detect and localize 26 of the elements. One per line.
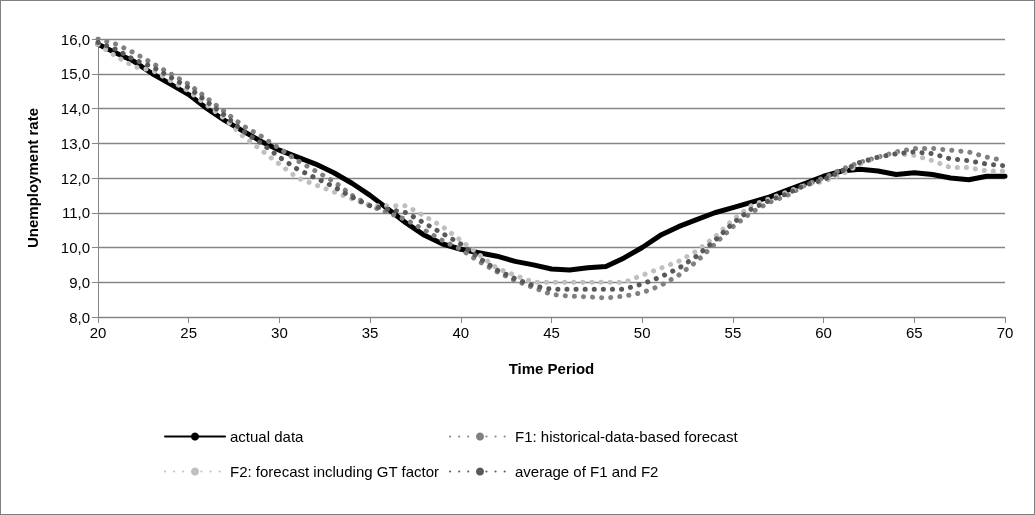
x-tick-label: 40	[452, 324, 470, 341]
x-tick-label: 50	[633, 324, 651, 341]
x-tick-label: 65	[905, 324, 923, 341]
y-tick-label: 13,0	[60, 134, 90, 152]
y-axis-title: Unemployment rate	[24, 107, 41, 249]
y-tick-label: 15,0	[60, 65, 90, 83]
y-tick-label: 8,0	[69, 308, 90, 326]
x-tick-label: 70	[996, 324, 1014, 341]
y-tick-label: 16,0	[60, 30, 90, 48]
y-tick-label: 12,0	[60, 169, 90, 187]
x-tick-label: 55	[724, 324, 742, 341]
x-tick-label: 20	[89, 324, 107, 341]
y-tick-label: 9,0	[69, 273, 90, 291]
legend-label: average of F1 and F2	[515, 463, 659, 480]
x-tick-label: 45	[543, 324, 560, 341]
x-axis-title: Time Period	[508, 360, 595, 377]
legend-label: actual data	[230, 428, 305, 445]
x-tick-label: 35	[361, 324, 379, 341]
y-tick-label: 10,0	[60, 239, 90, 256]
legend-label: F1: historical-data-based forecast	[515, 428, 739, 445]
x-tick-label: 60	[815, 324, 832, 341]
legend-label: F2: forecast including GT factor	[230, 463, 439, 480]
x-tick-label: 25	[180, 324, 198, 341]
y-tick-label: 11,0	[61, 204, 90, 222]
x-tick-label: 30	[271, 324, 288, 341]
y-tick-label: 14,0	[60, 100, 90, 117]
